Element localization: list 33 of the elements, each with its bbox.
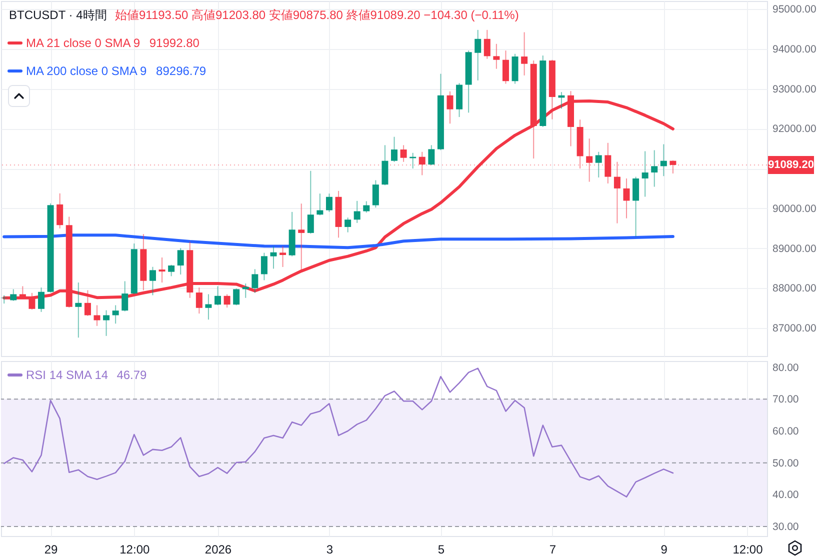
legend-label: RSI 14 SMA 14 xyxy=(26,368,108,382)
y-tick-label: 95000.00 xyxy=(772,3,816,16)
legend-label: MA 21 close 0 SMA 9 xyxy=(26,36,140,50)
y-tick-label: 90000.00 xyxy=(772,202,816,215)
ref-line-label: 91089.20 xyxy=(768,158,814,171)
x-tick-label: 29 xyxy=(44,542,58,556)
x-tick-label: 3 xyxy=(326,542,334,556)
annotation: 91992.80 xyxy=(149,36,200,50)
y-tick-label: 94000.00 xyxy=(772,43,816,56)
legend-label: MA 200 close 0 SMA 9 xyxy=(26,64,148,78)
y-tick-label: 30.00 xyxy=(772,520,799,533)
y-tick-label: 92000.00 xyxy=(772,123,816,136)
x-tick-label: 2026 xyxy=(204,542,232,556)
y-tick-label: 40.00 xyxy=(772,489,799,502)
y-tick-label: 89000.00 xyxy=(772,242,816,255)
annotation: 46.79 xyxy=(116,368,148,382)
line-series xyxy=(3,368,674,498)
y-tick-label: 87000.00 xyxy=(772,322,816,335)
y-tick-label: 88000.00 xyxy=(772,282,816,295)
annotation: 始値91193.50 高値91203.80 安値90875.80 終値91089.20 −104.30 (−0.11%) xyxy=(115,8,519,22)
annotation: 89296.79 xyxy=(156,64,206,78)
x-tick-label: 9 xyxy=(660,542,668,556)
y-tick-label: 93000.00 xyxy=(772,83,816,96)
y-tick-label: 60.00 xyxy=(772,426,799,438)
y-tick-label: 70.00 xyxy=(772,394,799,406)
line-series xyxy=(2,234,674,250)
x-tick-label: 12:00 xyxy=(732,542,764,556)
x-tick-label: 5 xyxy=(438,542,445,556)
x-tick-label: 12:00 xyxy=(120,542,150,556)
x-tick-label: 7 xyxy=(549,542,556,556)
y-tick-label: 80.00 xyxy=(772,362,799,374)
text: BTCUSDT · 4時間 xyxy=(9,8,107,22)
y-tick-label: 50.00 xyxy=(772,457,799,470)
